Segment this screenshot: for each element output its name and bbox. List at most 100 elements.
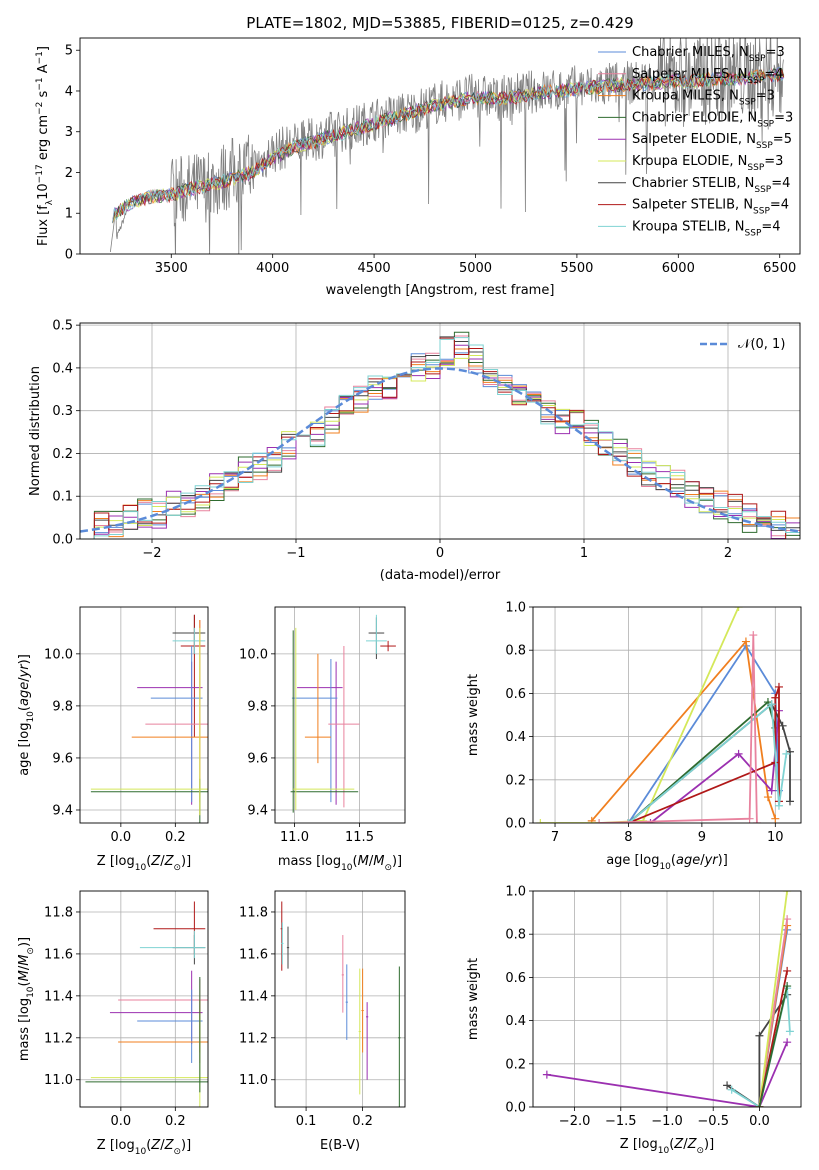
y-tick-label: 11.0 xyxy=(239,1073,268,1088)
y-tick-label: 0.6 xyxy=(505,687,526,702)
plot-area xyxy=(90,614,208,823)
label-part: Z xyxy=(687,1137,698,1152)
label-part: 10 xyxy=(341,863,353,873)
y-tick-label: 9.6 xyxy=(52,751,73,766)
x-tick-label: 6000 xyxy=(662,261,695,276)
y-tick-label: 11.2 xyxy=(44,1031,73,1046)
label-part: SSP xyxy=(753,207,770,217)
label-part: ( xyxy=(146,854,151,869)
y-tick-label: 9.6 xyxy=(247,751,268,766)
label-part: )] xyxy=(17,654,32,664)
y-tick-label: 9.4 xyxy=(247,803,268,818)
label-part: SSP xyxy=(754,185,771,195)
y-tick-label: 0.0 xyxy=(52,533,73,548)
label-part: M xyxy=(17,955,32,966)
label-part: Z xyxy=(673,1137,684,1152)
label-part: / xyxy=(160,854,165,869)
label-part: )] xyxy=(392,854,402,869)
y-tick-label: 9.8 xyxy=(247,699,268,714)
legend-entry: Kroupa MILES, NSSP=3 xyxy=(632,89,775,108)
label-part: yr xyxy=(704,853,720,868)
label-part: =4 xyxy=(770,198,789,213)
weight-marker xyxy=(723,1081,732,1090)
label-part: SSP xyxy=(745,228,762,238)
label-part: ] xyxy=(36,46,51,51)
weight-marker xyxy=(749,631,758,640)
legend-entry: Chabrier ELODIE, NSSP=3 xyxy=(632,110,793,129)
label-part: Z xyxy=(150,854,161,869)
label-part: 10 xyxy=(135,1147,147,1157)
weight-marker xyxy=(587,816,596,823)
weight-line-7 xyxy=(627,702,788,823)
label-part: Z [ xyxy=(97,854,115,869)
label-part: ( xyxy=(17,981,32,986)
y-tick-label: 0 xyxy=(65,248,73,263)
y-axis-label: mass weight xyxy=(466,674,481,756)
label-part: log xyxy=(640,853,660,868)
y-tick-label: 0.5 xyxy=(52,319,73,334)
label-part: Salpeter MILES, N xyxy=(632,67,747,82)
y-tick-label: 0.3 xyxy=(52,404,73,419)
weight-marker xyxy=(774,801,783,810)
label-part: Z [ xyxy=(620,1137,638,1152)
y-tick-label: 1.0 xyxy=(505,885,526,900)
label-part: ( xyxy=(146,1138,151,1153)
label-part: −17 xyxy=(35,164,45,183)
legend-entry: Chabrier MILES, NSSP=3 xyxy=(632,45,785,64)
x-tick-label: 10 xyxy=(767,830,784,845)
label-part: =4 xyxy=(764,67,783,82)
x-tick-label: 6500 xyxy=(763,261,796,276)
y-tick-label: 2 xyxy=(65,166,73,181)
y-axis-label: age [log10(age/yr)] xyxy=(17,654,36,776)
weight-line-0 xyxy=(627,644,780,823)
plot-area xyxy=(536,607,794,823)
plot-area xyxy=(280,901,401,1107)
label-part: Chabrier STELIB, N xyxy=(632,176,754,191)
label-part: log xyxy=(17,998,32,1018)
x-axis-label: Z [log10(Z/Z⊙)] xyxy=(97,1138,191,1157)
axes-frame xyxy=(79,890,209,1108)
x-tick-label: −0.5 xyxy=(697,1114,729,1129)
spectrum-panel: 3500 4000 4500 5000 5500 6000 6500 0 1 2 3 4 5 PLATE=… xyxy=(35,14,801,298)
label-part: =3 xyxy=(756,89,775,104)
label-part: log xyxy=(115,854,135,869)
weight-marker xyxy=(783,915,792,924)
axes-frame xyxy=(79,606,209,824)
y-tick-label: 11.6 xyxy=(44,947,73,962)
label-part: =5 xyxy=(773,132,792,147)
y-tick-label: 10.0 xyxy=(239,647,268,662)
x-tick-label: 5000 xyxy=(459,261,492,276)
legend-entry: Salpeter MILES, NSSP=4 xyxy=(632,67,783,86)
model-line-6 xyxy=(112,68,785,224)
weight-marker xyxy=(785,797,794,806)
label-part: M xyxy=(373,854,384,869)
label-part: 10 xyxy=(659,862,671,872)
label-part: SSP xyxy=(747,163,764,173)
x-tick-label: 0.0 xyxy=(111,1114,132,1129)
x-axis-label: age [log10(age/yr)] xyxy=(606,853,728,872)
weight-marker xyxy=(624,819,633,823)
weight-marker xyxy=(785,1027,794,1036)
weight-marker xyxy=(771,693,780,702)
x-tick-label: 1 xyxy=(580,546,588,561)
label-part: / xyxy=(17,965,32,970)
x-tick-label: 4500 xyxy=(358,261,391,276)
y-tick-label: 0.2 xyxy=(505,773,526,788)
x-tick-label: 3500 xyxy=(155,261,188,276)
axes-frame xyxy=(274,890,406,1108)
x-axis-label: Z [log10(Z/Z⊙)] xyxy=(97,854,191,873)
gaussian-curve xyxy=(80,367,800,533)
axes-frame xyxy=(532,606,802,824)
label-part: / xyxy=(700,853,705,868)
label-part: M xyxy=(358,854,369,869)
weight-marker xyxy=(536,819,545,823)
weight-marker xyxy=(782,749,791,758)
x-tick-label: 0.2 xyxy=(352,1114,373,1129)
label-part: E(B-V) xyxy=(320,1138,360,1153)
weight-marker xyxy=(752,819,761,823)
label-part: Z xyxy=(164,854,175,869)
label-part: ⊙ xyxy=(26,947,36,955)
x-tick-label: 0.0 xyxy=(111,830,132,845)
y-tick-label: 0.8 xyxy=(505,644,526,659)
